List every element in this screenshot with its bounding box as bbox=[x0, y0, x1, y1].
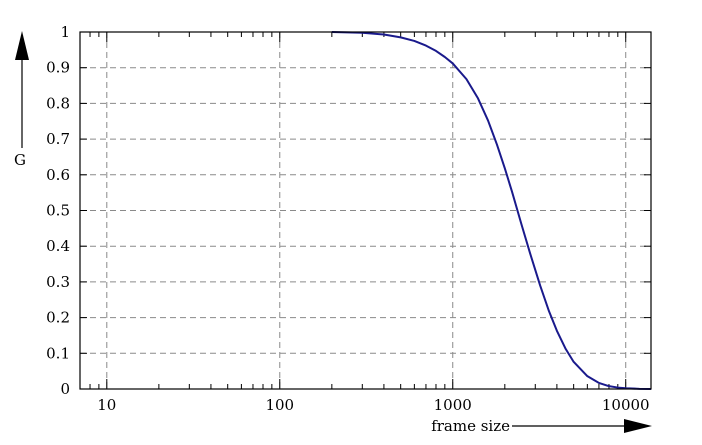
series-layer bbox=[331, 31, 652, 390]
plot-frame bbox=[79, 31, 652, 390]
y-tick-label: 0.4 bbox=[46, 237, 70, 255]
series-line bbox=[331, 31, 652, 390]
y-tick-label: 1 bbox=[60, 23, 70, 41]
y-tick-label: 0.8 bbox=[46, 94, 70, 112]
y-tick-label: 0.3 bbox=[46, 273, 70, 291]
x-tick-label: 100 bbox=[265, 396, 294, 414]
y-tick-label: 0 bbox=[60, 380, 70, 398]
x-tick-label: 1000 bbox=[434, 396, 472, 414]
x-axis-label: frame size bbox=[431, 417, 510, 435]
y-tick-label: 0.1 bbox=[46, 344, 70, 362]
y-tick-label: 0.6 bbox=[46, 166, 70, 184]
y-tick-label: 0.2 bbox=[46, 309, 70, 327]
grid-lines bbox=[80, 32, 651, 389]
tick-labels: 0 0.1 0.2 0.3 0.4 0.5 0.6 0.7 0.8 0.9 1 10 100 1000 10… bbox=[46, 23, 649, 414]
x-tick-label: 10 bbox=[97, 396, 116, 414]
y-tick-label: 0.9 bbox=[46, 59, 70, 77]
y-tick-label: 0.7 bbox=[46, 130, 70, 148]
x-tick-label: 10000 bbox=[602, 396, 650, 414]
x-axis-arrow bbox=[512, 419, 652, 433]
y-tick-label: 0.5 bbox=[46, 202, 70, 220]
y-axis-label: G bbox=[14, 151, 26, 169]
y-axis-arrow bbox=[15, 31, 29, 148]
